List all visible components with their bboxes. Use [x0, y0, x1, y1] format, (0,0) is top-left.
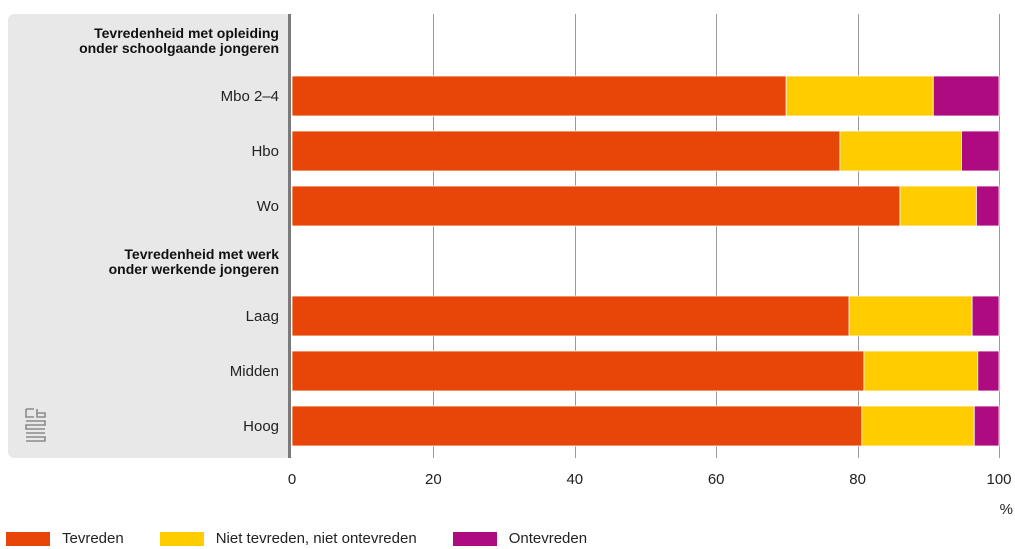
cbs-logo-icon	[25, 408, 46, 442]
category-labels: Mbo 2–4 Hbo Wo Laag Midden Hoog	[221, 88, 279, 435]
bar-segment	[291, 75, 787, 117]
bar-segment	[975, 185, 1000, 227]
bar-segment	[973, 405, 1000, 447]
x-axis-ticks: 0 20 40 60 80 100	[288, 471, 1012, 488]
bar-segment	[961, 130, 1000, 172]
bar-segment	[785, 75, 934, 117]
x-tick-label: 80	[849, 471, 866, 488]
legend-swatch	[159, 531, 204, 546]
category-label: Midden	[230, 363, 279, 380]
x-tick-label: 60	[708, 471, 725, 488]
category-label: Hoog	[243, 418, 279, 435]
category-label: Laag	[246, 308, 279, 325]
x-axis-unit: %	[1000, 501, 1013, 518]
category-label: Wo	[257, 198, 279, 215]
category-label: Hbo	[251, 143, 279, 160]
bar-segment	[863, 350, 979, 392]
group-subtitle: onder werkende jongeren	[109, 261, 279, 277]
group-title: Tevredenheid met werk	[124, 246, 279, 262]
bar-segment	[291, 185, 901, 227]
group-subtitle: onder schoolgaande jongeren	[79, 40, 279, 56]
x-tick-label: 20	[425, 471, 442, 488]
bars	[291, 75, 1000, 447]
legend-label: Ontevreden	[508, 530, 588, 547]
legend-item: Niet tevreden, niet ontevreden	[159, 530, 417, 547]
legend-label: Tevreden	[62, 530, 124, 547]
label-panel	[8, 14, 291, 458]
x-tick-label: 40	[566, 471, 583, 488]
bar-segment	[848, 295, 973, 337]
bar-segment	[291, 130, 841, 172]
bar-segment	[977, 350, 1000, 392]
chart: Mbo 2–4 Hbo Wo Laag Midden Hoog Tevredenheid …	[8, 14, 1013, 518]
bar-segment	[839, 130, 962, 172]
legend-swatch	[452, 531, 497, 546]
group-title: Tevredenheid met opleiding	[94, 25, 279, 41]
legend: Tevreden Niet tevreden, niet ontevreden On…	[6, 530, 623, 547]
legend-label: Niet tevreden, niet ontevreden	[215, 530, 417, 547]
bar-segment	[971, 295, 1000, 337]
x-tick-label: 100	[986, 471, 1011, 488]
bar-segment	[291, 295, 850, 337]
legend-item: Ontevreden	[452, 530, 588, 547]
x-tick-label: 0	[288, 471, 296, 488]
bar-segment	[291, 405, 863, 447]
bar-segment	[861, 405, 975, 447]
category-label: Mbo 2–4	[221, 88, 279, 105]
legend-swatch	[6, 531, 50, 546]
bar-segment	[291, 350, 865, 392]
legend-item: Tevreden	[6, 530, 124, 547]
bar-segment	[899, 185, 977, 227]
bar-segment	[932, 75, 1000, 117]
